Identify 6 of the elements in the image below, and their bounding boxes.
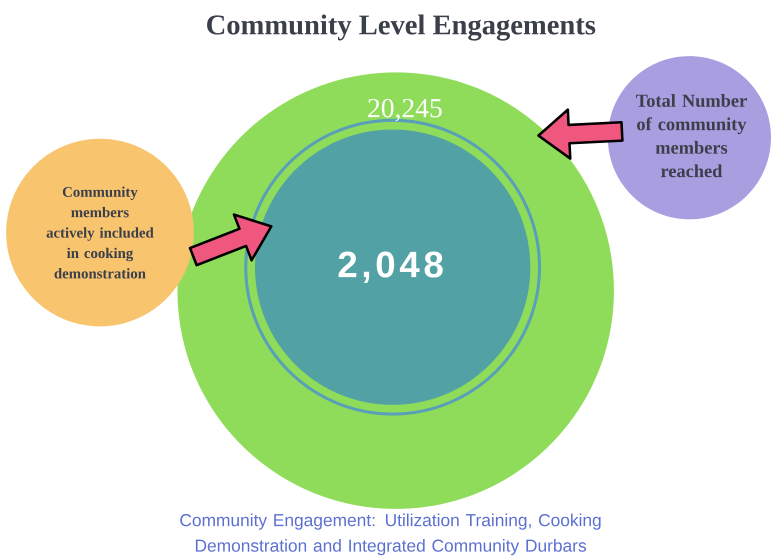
text: Community Level Engagements [207, 14, 596, 41]
data-label: 20,245 [368, 99, 442, 122]
text: Community members actively included in cooking demonstration [46, 186, 154, 279]
text: Total Number of community members reached [636, 94, 747, 178]
data-label: 2,048 [338, 252, 443, 284]
text: Community Engagement: Utilization Training, Cooking Demonstration and Integrated Community Durbars [180, 514, 601, 556]
